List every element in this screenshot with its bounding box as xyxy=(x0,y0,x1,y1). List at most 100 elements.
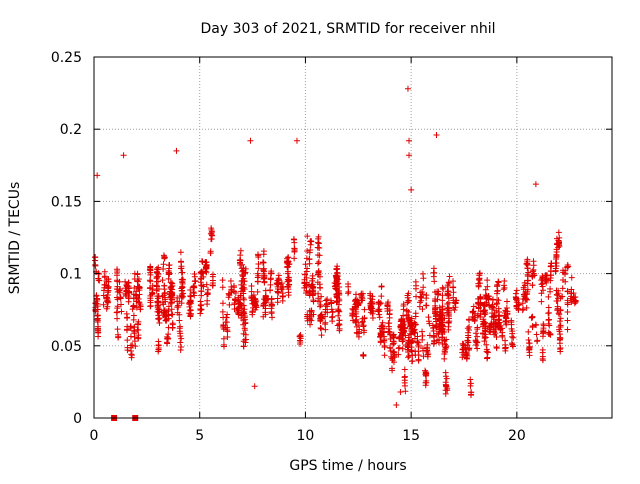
data-point xyxy=(118,301,125,308)
data-point xyxy=(377,339,384,346)
data-point xyxy=(156,315,163,322)
data-point xyxy=(369,296,376,303)
data-point xyxy=(450,289,457,296)
data-point xyxy=(564,317,571,324)
data-point xyxy=(539,274,546,281)
data-point xyxy=(499,332,506,339)
data-point xyxy=(402,324,409,331)
data-point xyxy=(559,293,566,300)
data-point xyxy=(177,330,184,337)
data-point xyxy=(501,277,508,284)
data-point xyxy=(240,284,247,291)
data-point xyxy=(274,277,281,284)
data-point xyxy=(133,304,140,311)
data-point xyxy=(198,258,205,265)
y-tick-label: 0.05 xyxy=(51,339,82,355)
data-point xyxy=(160,261,167,268)
data-point xyxy=(134,278,141,285)
data-point xyxy=(207,250,214,257)
data-point xyxy=(396,333,403,340)
data-point xyxy=(401,366,408,373)
data-point xyxy=(520,296,527,303)
data-point xyxy=(116,278,123,285)
data-point xyxy=(274,299,281,306)
data-point xyxy=(400,301,407,308)
data-point xyxy=(345,280,352,287)
data-point xyxy=(376,300,383,307)
data-point xyxy=(168,294,175,301)
data-point xyxy=(419,306,426,313)
data-point xyxy=(571,300,578,307)
data-point xyxy=(291,246,298,253)
data-point xyxy=(568,286,575,293)
data-point xyxy=(168,300,175,307)
data-point xyxy=(554,305,561,312)
data-point xyxy=(464,352,471,359)
data-point xyxy=(559,276,566,283)
data-point xyxy=(393,402,400,409)
data-point xyxy=(467,380,474,387)
data-point xyxy=(504,298,511,305)
data-point xyxy=(479,330,486,337)
data-point xyxy=(408,186,415,193)
data-point xyxy=(101,273,108,280)
data-point xyxy=(546,322,553,329)
data-point xyxy=(533,322,540,329)
data-point xyxy=(477,310,484,317)
data-point xyxy=(198,282,205,289)
data-point xyxy=(126,289,133,296)
data-point xyxy=(315,267,322,274)
data-point xyxy=(104,291,111,298)
data-point xyxy=(474,324,481,331)
data-point xyxy=(481,320,488,327)
data-point xyxy=(406,352,413,359)
data-point xyxy=(136,291,143,298)
data-point xyxy=(118,308,125,315)
data-point xyxy=(423,302,430,309)
data-point xyxy=(187,286,194,293)
data-point xyxy=(202,259,209,266)
data-point xyxy=(240,330,247,337)
data-point xyxy=(147,292,154,299)
data-point xyxy=(132,343,139,350)
data-point xyxy=(146,285,153,292)
data-point xyxy=(179,276,186,283)
x-tick-label: 5 xyxy=(195,428,204,444)
data-point xyxy=(92,257,99,264)
data-point xyxy=(395,351,402,358)
data-point xyxy=(493,345,500,352)
data-point xyxy=(406,137,413,144)
data-point xyxy=(124,327,131,334)
data-point xyxy=(481,311,488,318)
data-point xyxy=(530,262,537,269)
data-point xyxy=(262,287,269,294)
data-point xyxy=(378,330,385,337)
data-point xyxy=(336,308,343,315)
data-point xyxy=(467,392,474,399)
data-point xyxy=(520,306,527,313)
data-point xyxy=(559,285,566,292)
data-point xyxy=(497,327,504,334)
data-point xyxy=(419,332,426,339)
data-point xyxy=(495,279,502,286)
data-point xyxy=(526,352,533,359)
data-point xyxy=(402,382,409,389)
data-point xyxy=(93,300,100,307)
data-point xyxy=(359,295,366,302)
data-point xyxy=(386,314,393,321)
data-point xyxy=(254,288,261,295)
data-point xyxy=(156,308,163,315)
data-point xyxy=(202,266,209,273)
data-point xyxy=(400,312,407,319)
data-point xyxy=(381,352,388,359)
data-point xyxy=(267,281,274,288)
data-point xyxy=(485,295,492,302)
data-point xyxy=(545,329,552,336)
data-point xyxy=(376,306,383,313)
data-point xyxy=(502,344,509,351)
data-point xyxy=(177,323,184,330)
data-point xyxy=(420,275,427,282)
data-point xyxy=(564,301,571,308)
grid-layer xyxy=(94,57,612,418)
